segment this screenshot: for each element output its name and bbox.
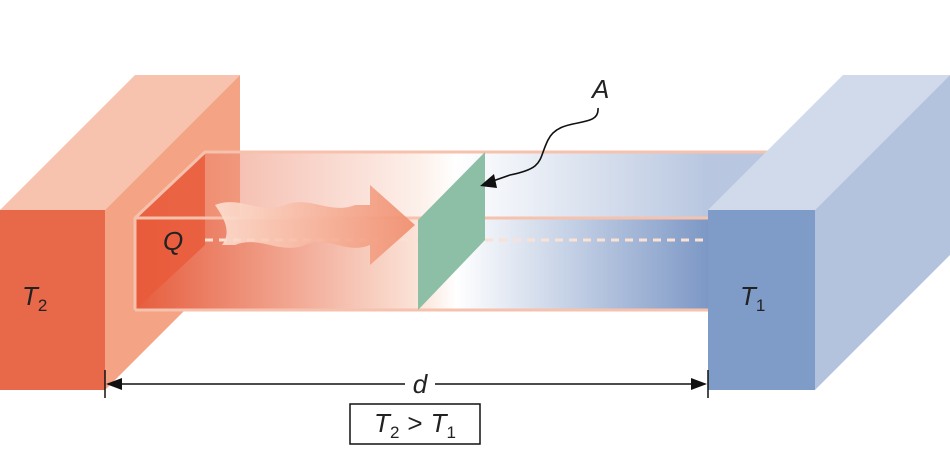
cold-block-label: T1 <box>740 281 765 315</box>
subscript: 1 <box>756 296 765 315</box>
area-label: A <box>590 74 609 104</box>
dimension-arrow <box>691 378 707 390</box>
cold-block-front <box>708 210 815 390</box>
subscript: 2 <box>38 296 47 315</box>
operator: > <box>407 408 422 438</box>
cold-block-side <box>815 75 950 390</box>
distance-label: d <box>413 369 429 399</box>
heat-arrow <box>215 185 415 265</box>
symbol: T <box>740 281 758 311</box>
area-slice <box>418 152 485 310</box>
condition: T2 > T1 <box>374 408 456 442</box>
dimension-arrow <box>106 378 122 390</box>
symbol: T <box>22 281 40 311</box>
symbol: T <box>374 408 392 438</box>
condition-box <box>349 403 481 445</box>
symbol: T <box>431 408 449 438</box>
cold-block-top <box>708 75 950 210</box>
bar-edge <box>133 150 770 310</box>
area-pointer <box>489 107 599 183</box>
hot-block-top <box>0 75 240 210</box>
bar-end <box>135 152 205 310</box>
hot-block-label: T2 <box>22 281 47 315</box>
area-pointer-head <box>480 174 497 188</box>
subscript: 2 <box>390 423 399 442</box>
hot-block-front <box>0 210 105 390</box>
subscript: 1 <box>446 423 455 442</box>
heat-label: Q <box>163 226 183 256</box>
